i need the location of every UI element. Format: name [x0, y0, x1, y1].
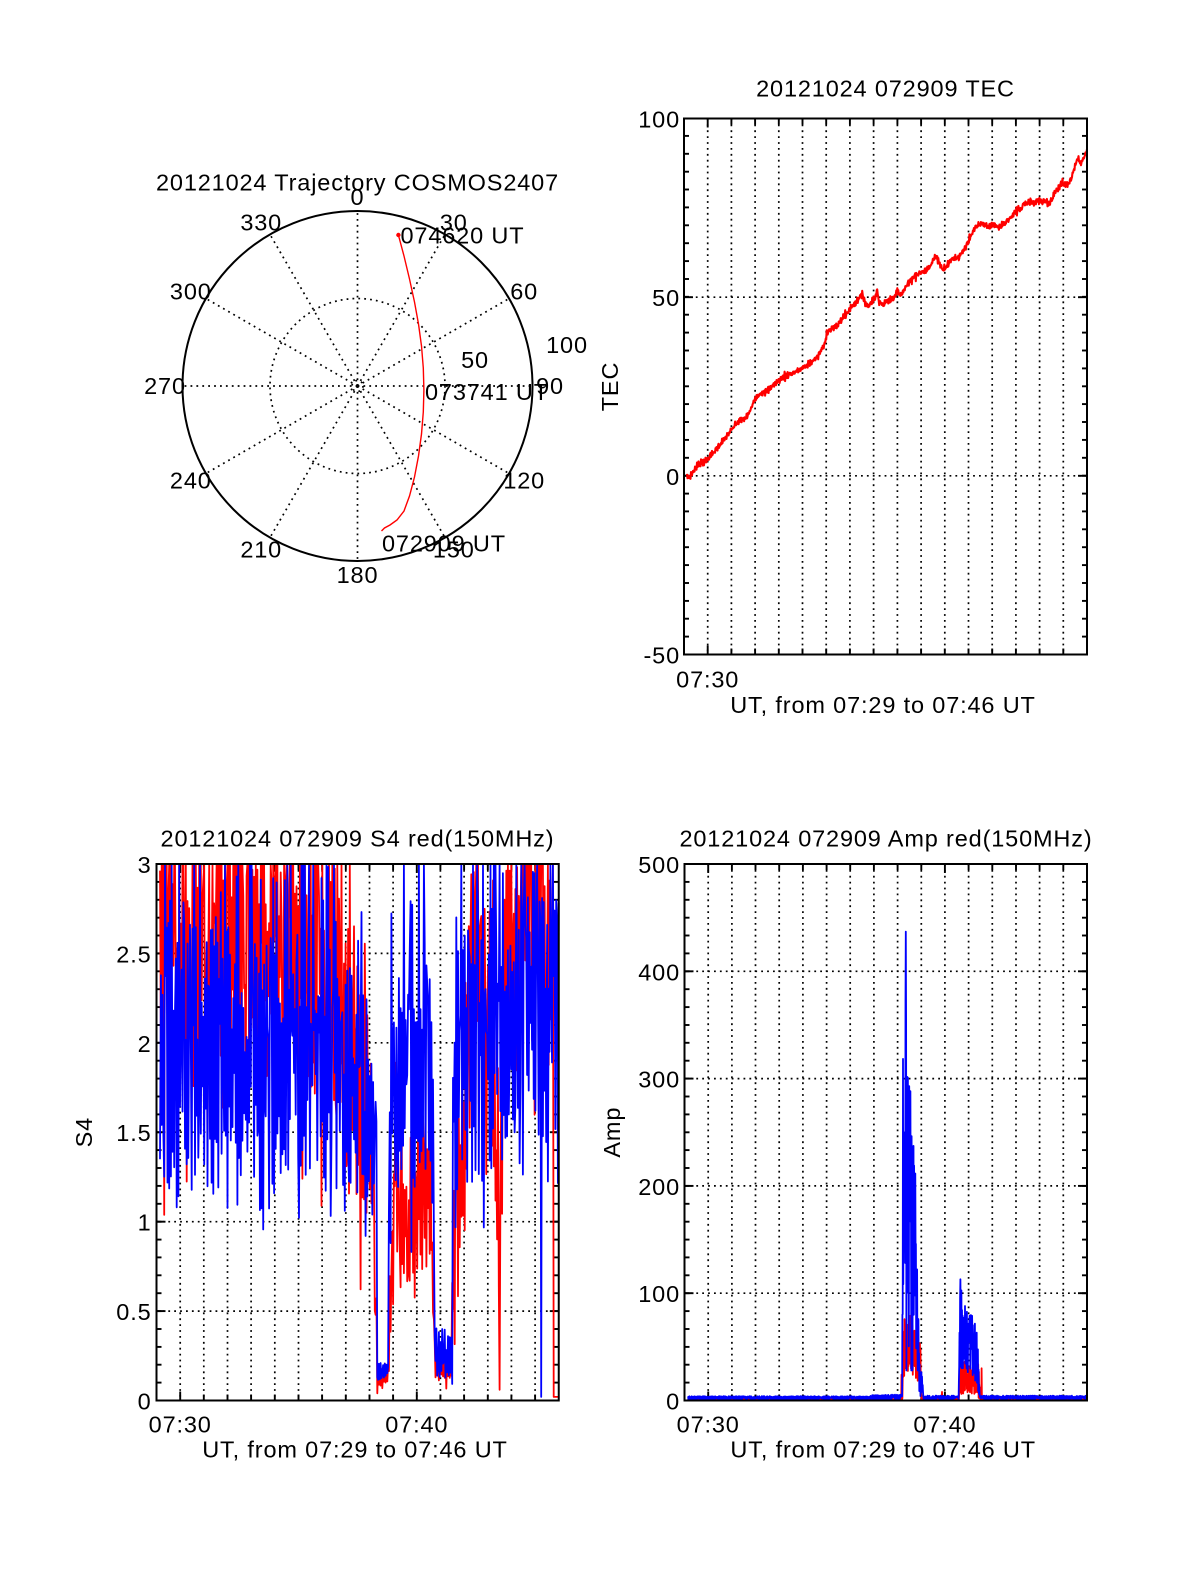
- svg-text:20121024 072909 Amp red(150MHz: 20121024 072909 Amp red(150MHz): [679, 826, 1092, 852]
- svg-text:074620 UT: 074620 UT: [401, 223, 525, 249]
- svg-text:500: 500: [638, 852, 680, 878]
- svg-text:UT, from 07:29 to 07:46 UT: UT, from 07:29 to 07:46 UT: [730, 692, 1036, 718]
- svg-text:20121024 072909 TEC: 20121024 072909 TEC: [756, 76, 1015, 102]
- svg-text:TEC: TEC: [597, 362, 623, 412]
- svg-text:2: 2: [138, 1031, 152, 1057]
- svg-text:07:30: 07:30: [677, 1412, 740, 1438]
- svg-text:200: 200: [638, 1174, 680, 1200]
- svg-text:240: 240: [170, 468, 212, 494]
- svg-text:300: 300: [170, 279, 212, 305]
- svg-text:30: 30: [440, 209, 468, 235]
- svg-text:-50: -50: [643, 643, 680, 669]
- svg-text:300: 300: [638, 1067, 680, 1093]
- svg-text:0: 0: [666, 464, 680, 490]
- svg-text:UT, from 07:29 to 07:46 UT: UT, from 07:29 to 07:46 UT: [730, 1437, 1036, 1463]
- svg-text:0: 0: [351, 184, 365, 210]
- svg-text:20121024 072909 S4 red(150MHz): 20121024 072909 S4 red(150MHz): [161, 826, 555, 852]
- svg-text:0: 0: [138, 1389, 152, 1415]
- svg-text:07:40: 07:40: [913, 1412, 976, 1438]
- svg-text:50: 50: [652, 285, 680, 311]
- svg-text:180: 180: [337, 562, 379, 588]
- svg-text:S4: S4: [71, 1117, 97, 1147]
- svg-text:100: 100: [638, 1281, 680, 1307]
- svg-text:UT, from 07:29 to 07:46 UT: UT, from 07:29 to 07:46 UT: [202, 1437, 508, 1463]
- svg-text:072909 UT: 072909 UT: [382, 531, 506, 557]
- svg-text:20121024 Trajectory COSMOS2407: 20121024 Trajectory COSMOS2407: [156, 170, 559, 196]
- svg-text:2.5: 2.5: [116, 941, 151, 967]
- svg-text:60: 60: [510, 279, 538, 305]
- svg-text:400: 400: [638, 959, 680, 985]
- svg-text:0.5: 0.5: [116, 1299, 151, 1325]
- svg-text:07:30: 07:30: [676, 667, 739, 693]
- svg-text:Amp: Amp: [599, 1107, 625, 1158]
- svg-text:07:30: 07:30: [149, 1412, 212, 1438]
- svg-text:3: 3: [138, 852, 152, 878]
- svg-text:07:40: 07:40: [385, 1412, 448, 1438]
- svg-text:100: 100: [546, 332, 588, 358]
- svg-text:1: 1: [138, 1210, 152, 1236]
- svg-text:50: 50: [461, 347, 489, 373]
- svg-text:120: 120: [503, 468, 545, 494]
- svg-text:073741 UT: 073741 UT: [425, 379, 549, 405]
- svg-text:0: 0: [666, 1389, 680, 1415]
- svg-text:90: 90: [536, 373, 564, 399]
- svg-text:330: 330: [240, 209, 282, 235]
- svg-text:1.5: 1.5: [116, 1120, 151, 1146]
- svg-text:150: 150: [433, 537, 475, 563]
- svg-text:210: 210: [240, 537, 282, 563]
- svg-text:270: 270: [144, 373, 186, 399]
- svg-text:100: 100: [638, 107, 680, 133]
